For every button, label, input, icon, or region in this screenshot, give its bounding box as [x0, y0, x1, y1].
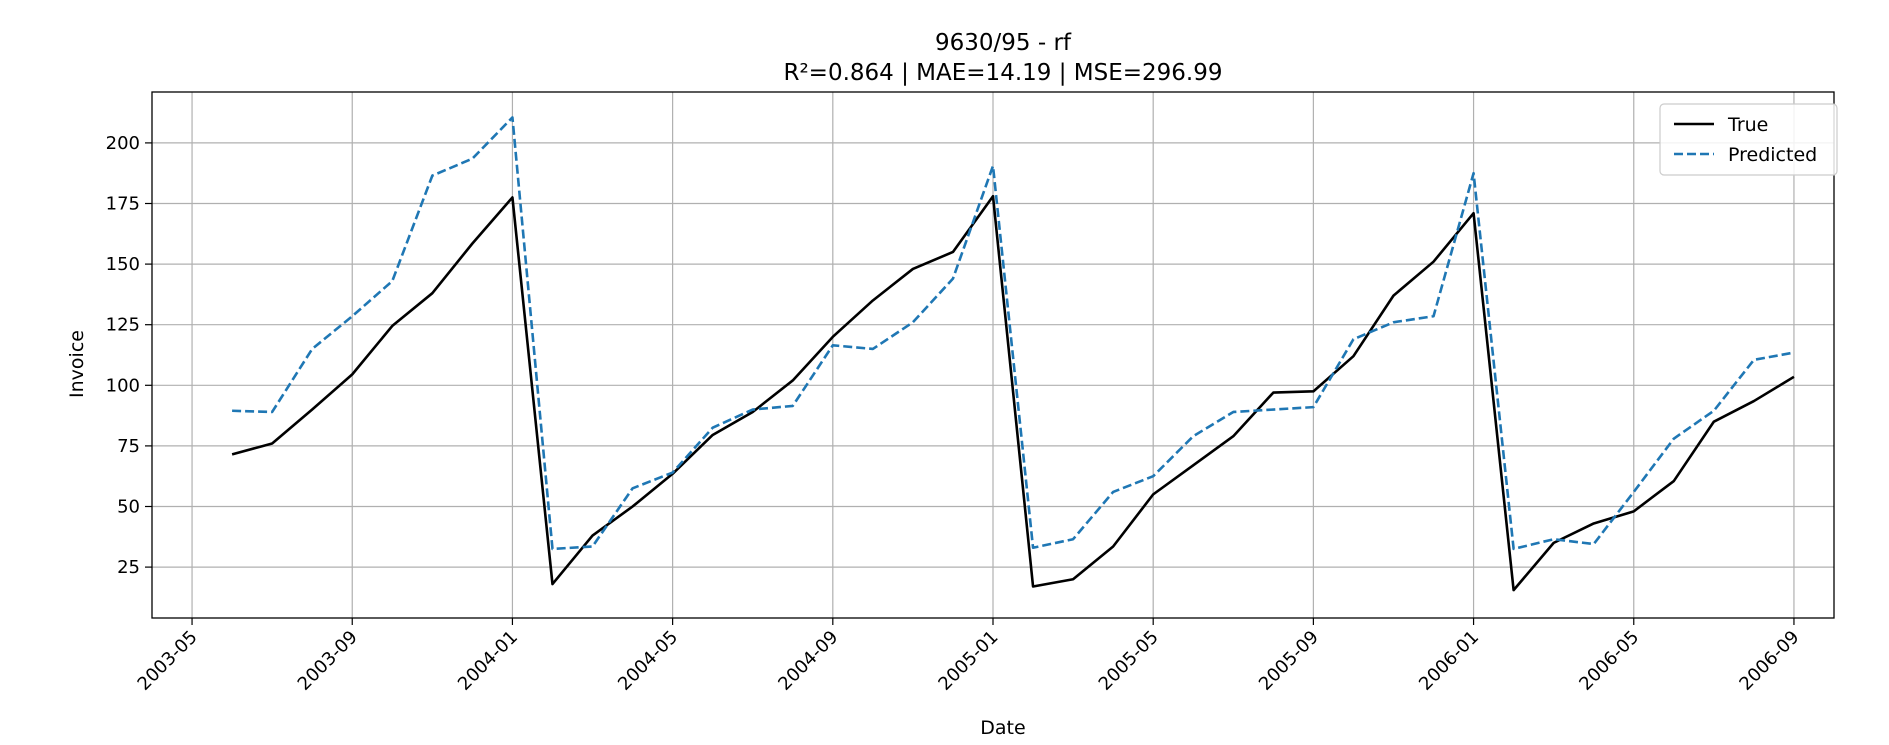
- chart-title: 9630/95 - rf: [935, 30, 1072, 56]
- y-tick-label: 75: [117, 436, 140, 457]
- y-axis-label: Invoice: [66, 330, 88, 398]
- series-line-true: [231, 194, 1795, 592]
- series-line-predicted: [232, 116, 1795, 551]
- y-tick-label: 125: [106, 315, 140, 336]
- legend-box: [1659, 103, 1838, 176]
- plot-series: [231, 116, 1795, 592]
- y-tick-label: 200: [106, 133, 140, 154]
- y-tick-label: 100: [106, 375, 140, 396]
- y-tick-label: 175: [106, 194, 140, 215]
- legend-label-predicted: Predicted: [1728, 144, 1817, 166]
- y-tick-label: 25: [117, 557, 140, 578]
- y-axis: 25 50 75 100 125 150 175 200: [106, 133, 152, 578]
- y-tick-label: 50: [117, 496, 140, 517]
- x-axis-label: Date: [980, 717, 1025, 739]
- chart-subtitle: R²=0.864 | MAE=14.19 | MSE=296.99: [783, 60, 1222, 86]
- y-tick-label: 150: [106, 254, 140, 275]
- legend-label-true: True: [1727, 114, 1768, 136]
- legend: True Predicted: [1659, 103, 1838, 176]
